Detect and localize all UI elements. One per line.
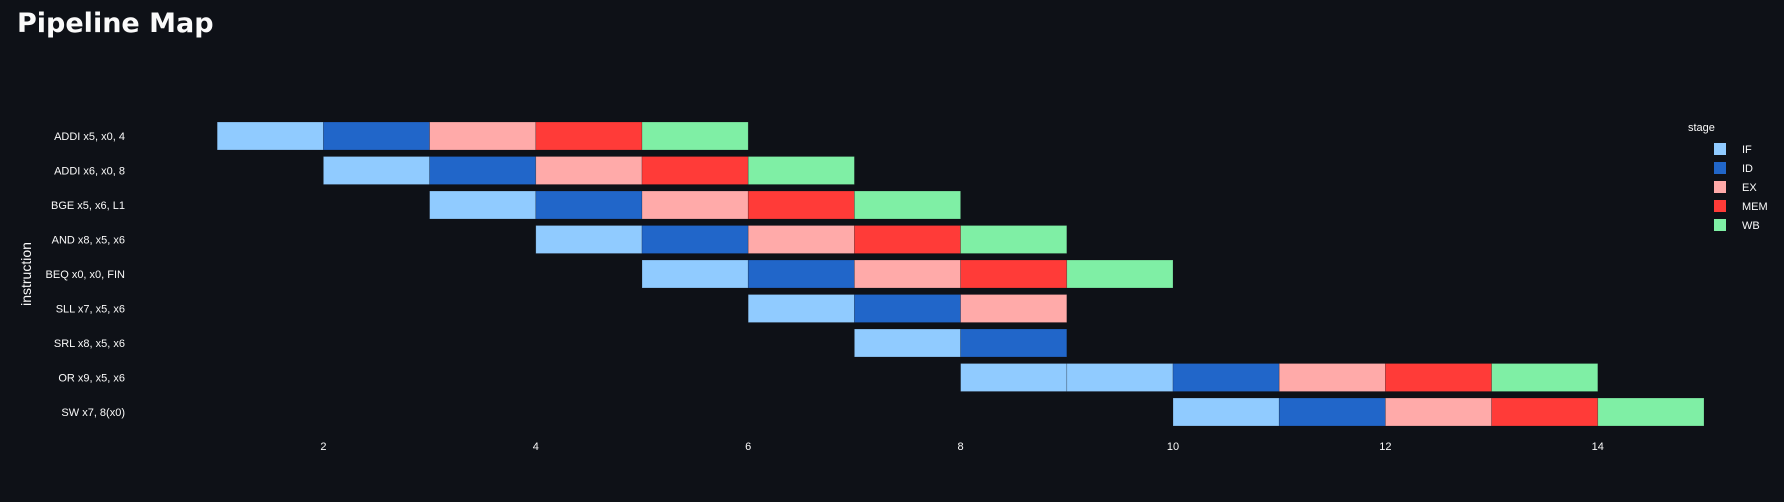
legend-swatch-id[interactable] [1714,162,1726,174]
legend-label-mem[interactable]: MEM [1742,201,1768,213]
bar-id[interactable] [429,156,537,185]
y-axis-title-group: instruction [18,242,34,306]
bar-id[interactable] [1278,397,1386,427]
chart-bars[interactable] [216,121,1705,427]
legend-label-if[interactable]: IF [1742,144,1752,156]
x-tick-label: 10 [1167,441,1179,453]
bar-wb[interactable] [1597,397,1705,427]
legend-swatch-ex[interactable] [1714,181,1726,193]
bar-wb[interactable] [1066,259,1174,289]
bar-if[interactable] [323,156,430,185]
legend-swatch-wb[interactable] [1714,219,1726,231]
bar-if[interactable] [641,259,749,289]
legend-title: stage [1688,122,1715,134]
bar-if[interactable] [1066,363,1174,392]
legend[interactable]: stage IF ID EX MEM WB [1688,122,1768,232]
y-tick-label: BGE x5, x6, L1 [51,200,125,212]
legend-label-id[interactable]: ID [1742,163,1753,175]
bar-mem[interactable] [1491,397,1599,427]
bar-if[interactable] [216,121,324,151]
y-tick-labels: ADDI x5, x0, 4 ADDI x6, x0, 8 BGE x5, x6, … [46,131,126,419]
bar-ex[interactable] [535,156,643,185]
legend-swatch-if[interactable] [1714,143,1726,155]
legend-label-wb[interactable]: WB [1742,220,1760,232]
bar-id[interactable] [323,121,430,151]
y-tick-label: SLL x7, x5, x6 [56,304,125,316]
bar-if[interactable] [535,225,643,254]
bar-ex[interactable] [429,121,537,151]
y-axis-title: instruction [18,242,34,306]
bar-wb[interactable] [1491,363,1599,392]
y-tick-label: AND x8, x5, x6 [52,235,125,247]
x-tick-label: 14 [1592,441,1604,453]
legend-swatch-mem[interactable] [1714,200,1726,212]
bar-wb[interactable] [747,156,855,185]
bar-id[interactable] [747,259,855,289]
page-title: Pipeline Map [17,8,214,39]
bar-mem[interactable] [641,156,749,185]
y-tick-label: OR x9, x5, x6 [58,373,125,385]
bar-mem[interactable] [747,190,855,220]
bar-ex[interactable] [960,294,1068,323]
bar-if[interactable] [1172,397,1280,427]
bar-if[interactable] [747,294,855,323]
bar-mem[interactable] [960,259,1068,289]
bar-ex[interactable] [641,190,749,220]
bar-mem[interactable] [1385,363,1492,392]
y-tick-label: SW x7, 8(x0) [61,407,125,419]
x-tick-label: 8 [958,441,964,453]
y-tick-label: BEQ x0, x0, FIN [46,269,126,281]
bar-id[interactable] [960,328,1068,358]
x-tick-label: 6 [745,441,751,453]
x-tick-label: 4 [533,441,539,453]
bar-mem[interactable] [535,121,643,151]
y-tick-label: ADDI x5, x0, 4 [54,131,125,143]
bar-ex[interactable] [1385,397,1492,427]
bar-wb[interactable] [854,190,961,220]
x-tick-labels: 2 4 6 8 10 12 14 [320,441,1604,453]
y-tick-label: ADDI x6, x0, 8 [54,166,125,178]
bar-if[interactable] [429,190,537,220]
bar-id[interactable] [535,190,643,220]
legend-label-ex[interactable]: EX [1742,182,1757,194]
bar-wb[interactable] [960,225,1068,254]
bar-if[interactable] [854,328,961,358]
bar-id[interactable] [1172,363,1280,392]
bar-id[interactable] [641,225,749,254]
bar-if[interactable] [960,363,1068,392]
bar-id[interactable] [854,294,961,323]
bar-ex[interactable] [854,259,961,289]
x-tick-label: 2 [320,441,326,453]
bar-mem[interactable] [854,225,961,254]
bar-wb[interactable] [641,121,749,151]
bar-ex[interactable] [747,225,855,254]
y-tick-label: SRL x8, x5, x6 [54,338,125,350]
bar-ex[interactable] [1278,363,1386,392]
x-tick-label: 12 [1379,441,1391,453]
